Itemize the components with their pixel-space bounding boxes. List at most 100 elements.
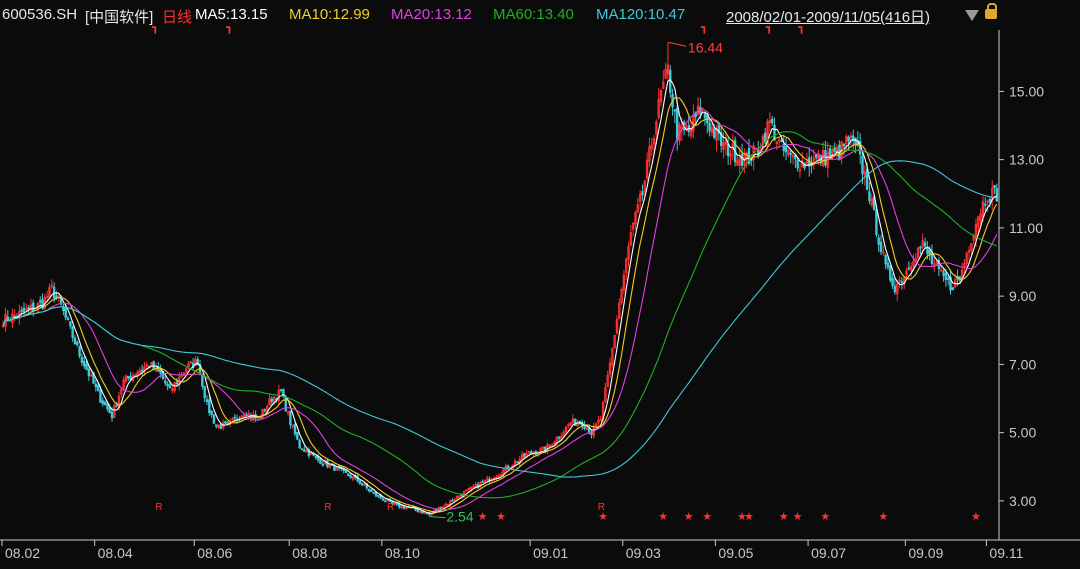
candle-body xyxy=(509,466,512,469)
candle-body xyxy=(462,491,466,498)
candle-body xyxy=(613,334,616,349)
candle-body xyxy=(303,449,306,452)
candle-body xyxy=(106,403,109,410)
candle-body xyxy=(122,379,125,389)
candle-body xyxy=(404,506,408,510)
ma20-line xyxy=(2,108,998,511)
candle-body xyxy=(847,136,850,141)
candle-body xyxy=(784,146,788,153)
caret-down-icon[interactable] xyxy=(965,10,979,21)
candle-body xyxy=(921,240,924,248)
candle-body xyxy=(530,451,533,454)
candle-body xyxy=(516,461,519,464)
lock-icon[interactable] xyxy=(985,3,997,19)
candle-body xyxy=(189,361,192,364)
date-range[interactable]: 2008/02/01-2009/11/05(416日) xyxy=(726,9,931,26)
candle-body xyxy=(870,198,873,206)
candle-body xyxy=(55,295,58,299)
x-tick-label: 09.03 xyxy=(626,545,661,561)
candle-body xyxy=(916,247,920,258)
candle-body xyxy=(358,480,362,485)
candle-body xyxy=(140,369,144,372)
candle-body xyxy=(708,122,711,132)
candle-body xyxy=(773,124,776,141)
period-label[interactable]: 日线 xyxy=(162,9,193,26)
candle-body xyxy=(849,135,853,139)
candle-body xyxy=(298,439,301,449)
chart-header: 600536.SH [中国软件] 日线 MA5:13.15 MA10:12.99… xyxy=(0,0,1080,28)
candle-body xyxy=(506,465,510,469)
candle-body xyxy=(85,363,88,371)
candle-body xyxy=(993,184,996,189)
candle-body xyxy=(423,511,426,514)
star-marker: ★ xyxy=(779,510,789,523)
candle-body xyxy=(469,486,473,490)
candle-body xyxy=(486,477,489,481)
candle-body xyxy=(893,285,897,293)
candle-body xyxy=(92,372,95,384)
candle-body xyxy=(803,163,806,169)
star-marker: ★ xyxy=(744,510,754,523)
candle-body xyxy=(208,399,211,414)
candle-body xyxy=(215,424,218,427)
candle-body xyxy=(143,366,146,371)
candle-body xyxy=(574,418,577,426)
candle-body xyxy=(731,143,734,150)
candle-body xyxy=(622,274,626,291)
candle-body xyxy=(455,495,459,500)
candle-body xyxy=(291,424,294,427)
candle-body xyxy=(861,155,864,174)
candle-body xyxy=(398,502,401,508)
ma120-line xyxy=(2,160,997,478)
candle-body xyxy=(675,107,679,141)
candle-body xyxy=(907,267,911,270)
candle-body xyxy=(775,141,779,145)
x-tick-label: 08.04 xyxy=(98,545,133,561)
candle-body xyxy=(879,241,883,253)
candle-body xyxy=(113,405,116,418)
candle-body xyxy=(307,449,311,457)
candle-body xyxy=(453,499,457,502)
candle-body xyxy=(648,146,651,162)
candle-body xyxy=(886,262,890,268)
candle-body xyxy=(231,418,234,421)
candle-body xyxy=(171,388,174,391)
candle-body xyxy=(69,321,72,327)
ma5-line xyxy=(2,79,997,514)
candle-body xyxy=(22,307,26,312)
candle-body xyxy=(615,318,619,334)
candle-body xyxy=(942,271,945,276)
ma120-legend: MA120:10.47 xyxy=(596,6,686,23)
candle-body xyxy=(949,276,952,291)
candle-body xyxy=(569,422,572,426)
x-tick-label: 09.07 xyxy=(811,545,846,561)
star-marker: ★ xyxy=(658,510,668,523)
x-tick-label: 09.01 xyxy=(533,545,568,561)
r-marker: R xyxy=(387,502,394,513)
candle-body xyxy=(946,277,950,280)
candle-body xyxy=(951,287,955,291)
candle-body xyxy=(196,358,199,366)
candle-body xyxy=(205,399,209,402)
candle-body xyxy=(652,138,656,145)
candle-body xyxy=(110,411,114,419)
ma5-legend: MA5:13.15 xyxy=(195,6,268,23)
candle-body xyxy=(974,223,978,240)
candle-body xyxy=(497,475,501,478)
star-marker: ★ xyxy=(878,510,888,523)
candle-body xyxy=(129,376,132,380)
star-marker: ★ xyxy=(971,510,981,523)
candle-body xyxy=(606,374,609,388)
candle-body xyxy=(791,155,795,158)
star-marker: ★ xyxy=(820,510,830,523)
candle-body xyxy=(909,266,913,271)
candle-body xyxy=(768,119,772,124)
candle-body xyxy=(286,411,290,414)
candle-body xyxy=(108,407,111,414)
candle-body xyxy=(71,326,74,339)
candle-body xyxy=(80,356,84,363)
candle-body xyxy=(724,140,728,146)
candle-body xyxy=(89,374,93,377)
top-flag-marker: ┓ xyxy=(225,21,233,34)
